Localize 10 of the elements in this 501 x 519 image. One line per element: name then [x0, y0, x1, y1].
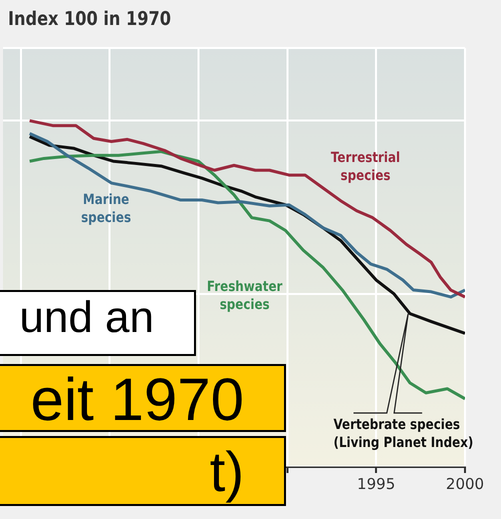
x-tick-label: 2000 [446, 474, 484, 493]
text-box: und an [0, 290, 196, 356]
chart-title: Index 100 in 1970 [8, 8, 171, 30]
text-box: t) [0, 436, 286, 506]
x-tick-label: 1995 [357, 474, 396, 493]
text: Vertebrate species (Living Planet Index) [334, 417, 474, 452]
text: Freshwater species [206, 279, 283, 314]
series-label: Marine species [81, 192, 132, 226]
text-box: eit 1970 [0, 364, 286, 432]
series-label: Terrestrial species [330, 150, 400, 184]
